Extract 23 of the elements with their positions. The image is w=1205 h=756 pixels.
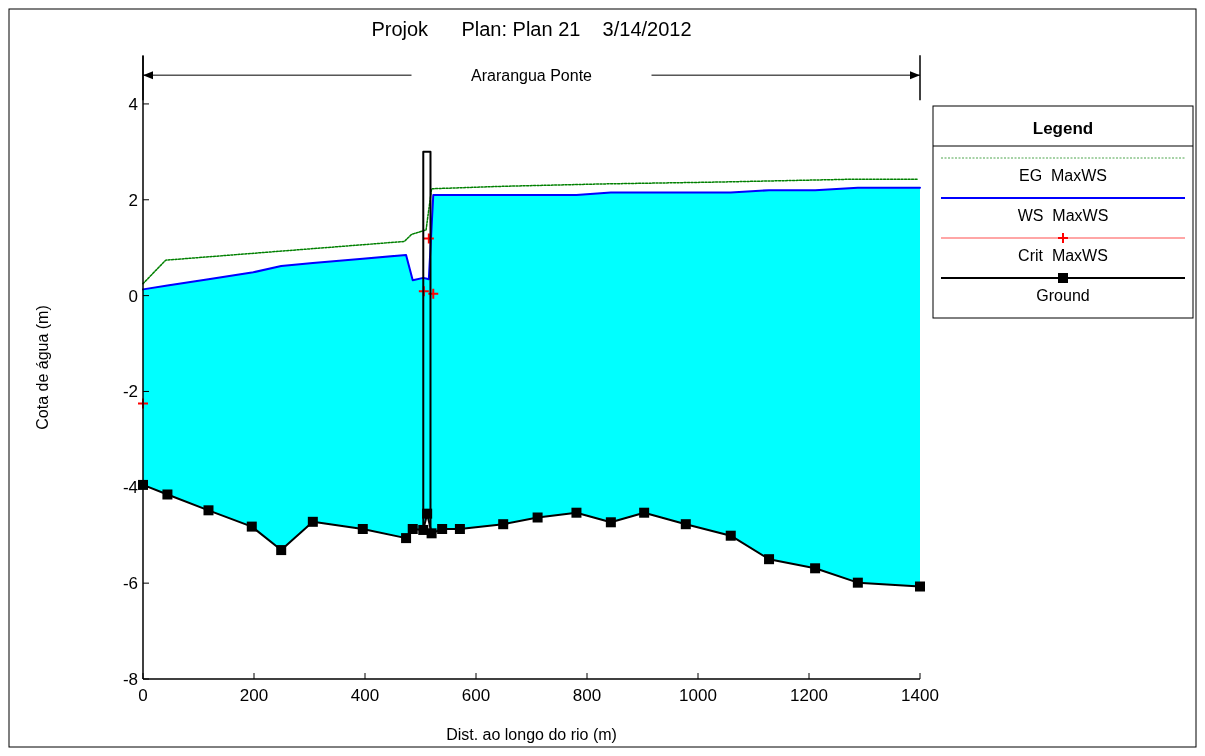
y-tick-label: -2 (122, 382, 138, 402)
annotation: Ararangua Ponte (471, 66, 593, 84)
x-tick-label: 400 (350, 686, 380, 705)
y-tick-label: -6 (122, 574, 138, 594)
x-tick-label: 1000 (679, 686, 717, 705)
chart-title: Projok Plan: Plan 21 3/14/2012 (371, 18, 692, 40)
legend-title: Legend (1032, 119, 1094, 138)
text: WS MaxWS (1017, 207, 1109, 224)
y-tick-label: 2 (128, 190, 138, 210)
x-axis-title: Dist. ao longo do rio (m) (446, 726, 617, 743)
y-tick-label: 4 (128, 94, 138, 114)
y-tick-label: 0 (128, 286, 138, 306)
x-tick-label: 600 (461, 686, 491, 705)
x-tick-label: 1200 (790, 686, 828, 705)
text: EG MaxWS (1018, 167, 1108, 184)
y-tick-label: -8 (122, 669, 138, 689)
legend-label: Ground (1036, 287, 1090, 304)
legend-label: Crit MaxWS (1018, 247, 1108, 264)
x-tick-label: 200 (239, 686, 269, 705)
x-tick-label: 1400 (901, 686, 939, 705)
x-tick-label: 800 (572, 686, 602, 705)
y-axis-title: Cota de água (m) (34, 305, 51, 430)
y-tick-label: -4 (122, 478, 138, 498)
